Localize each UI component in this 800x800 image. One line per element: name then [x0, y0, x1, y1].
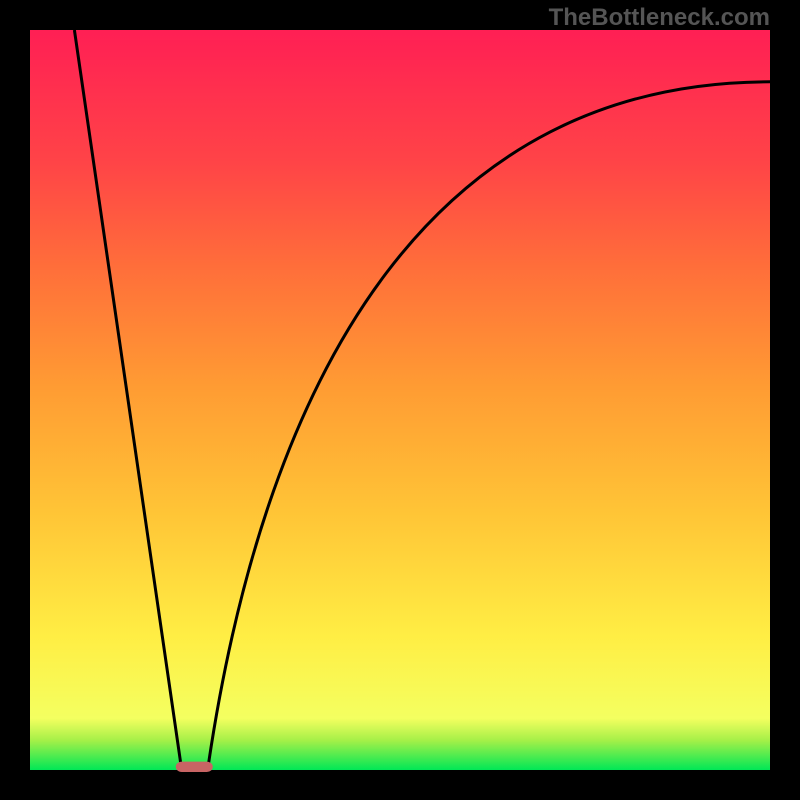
figure-container: TheBottleneck.com: [0, 0, 800, 800]
bottleneck-curve: [74, 30, 770, 770]
optimum-range-marker: [176, 762, 213, 772]
curve-overlay: [0, 0, 800, 800]
attribution-label: TheBottleneck.com: [549, 4, 770, 32]
